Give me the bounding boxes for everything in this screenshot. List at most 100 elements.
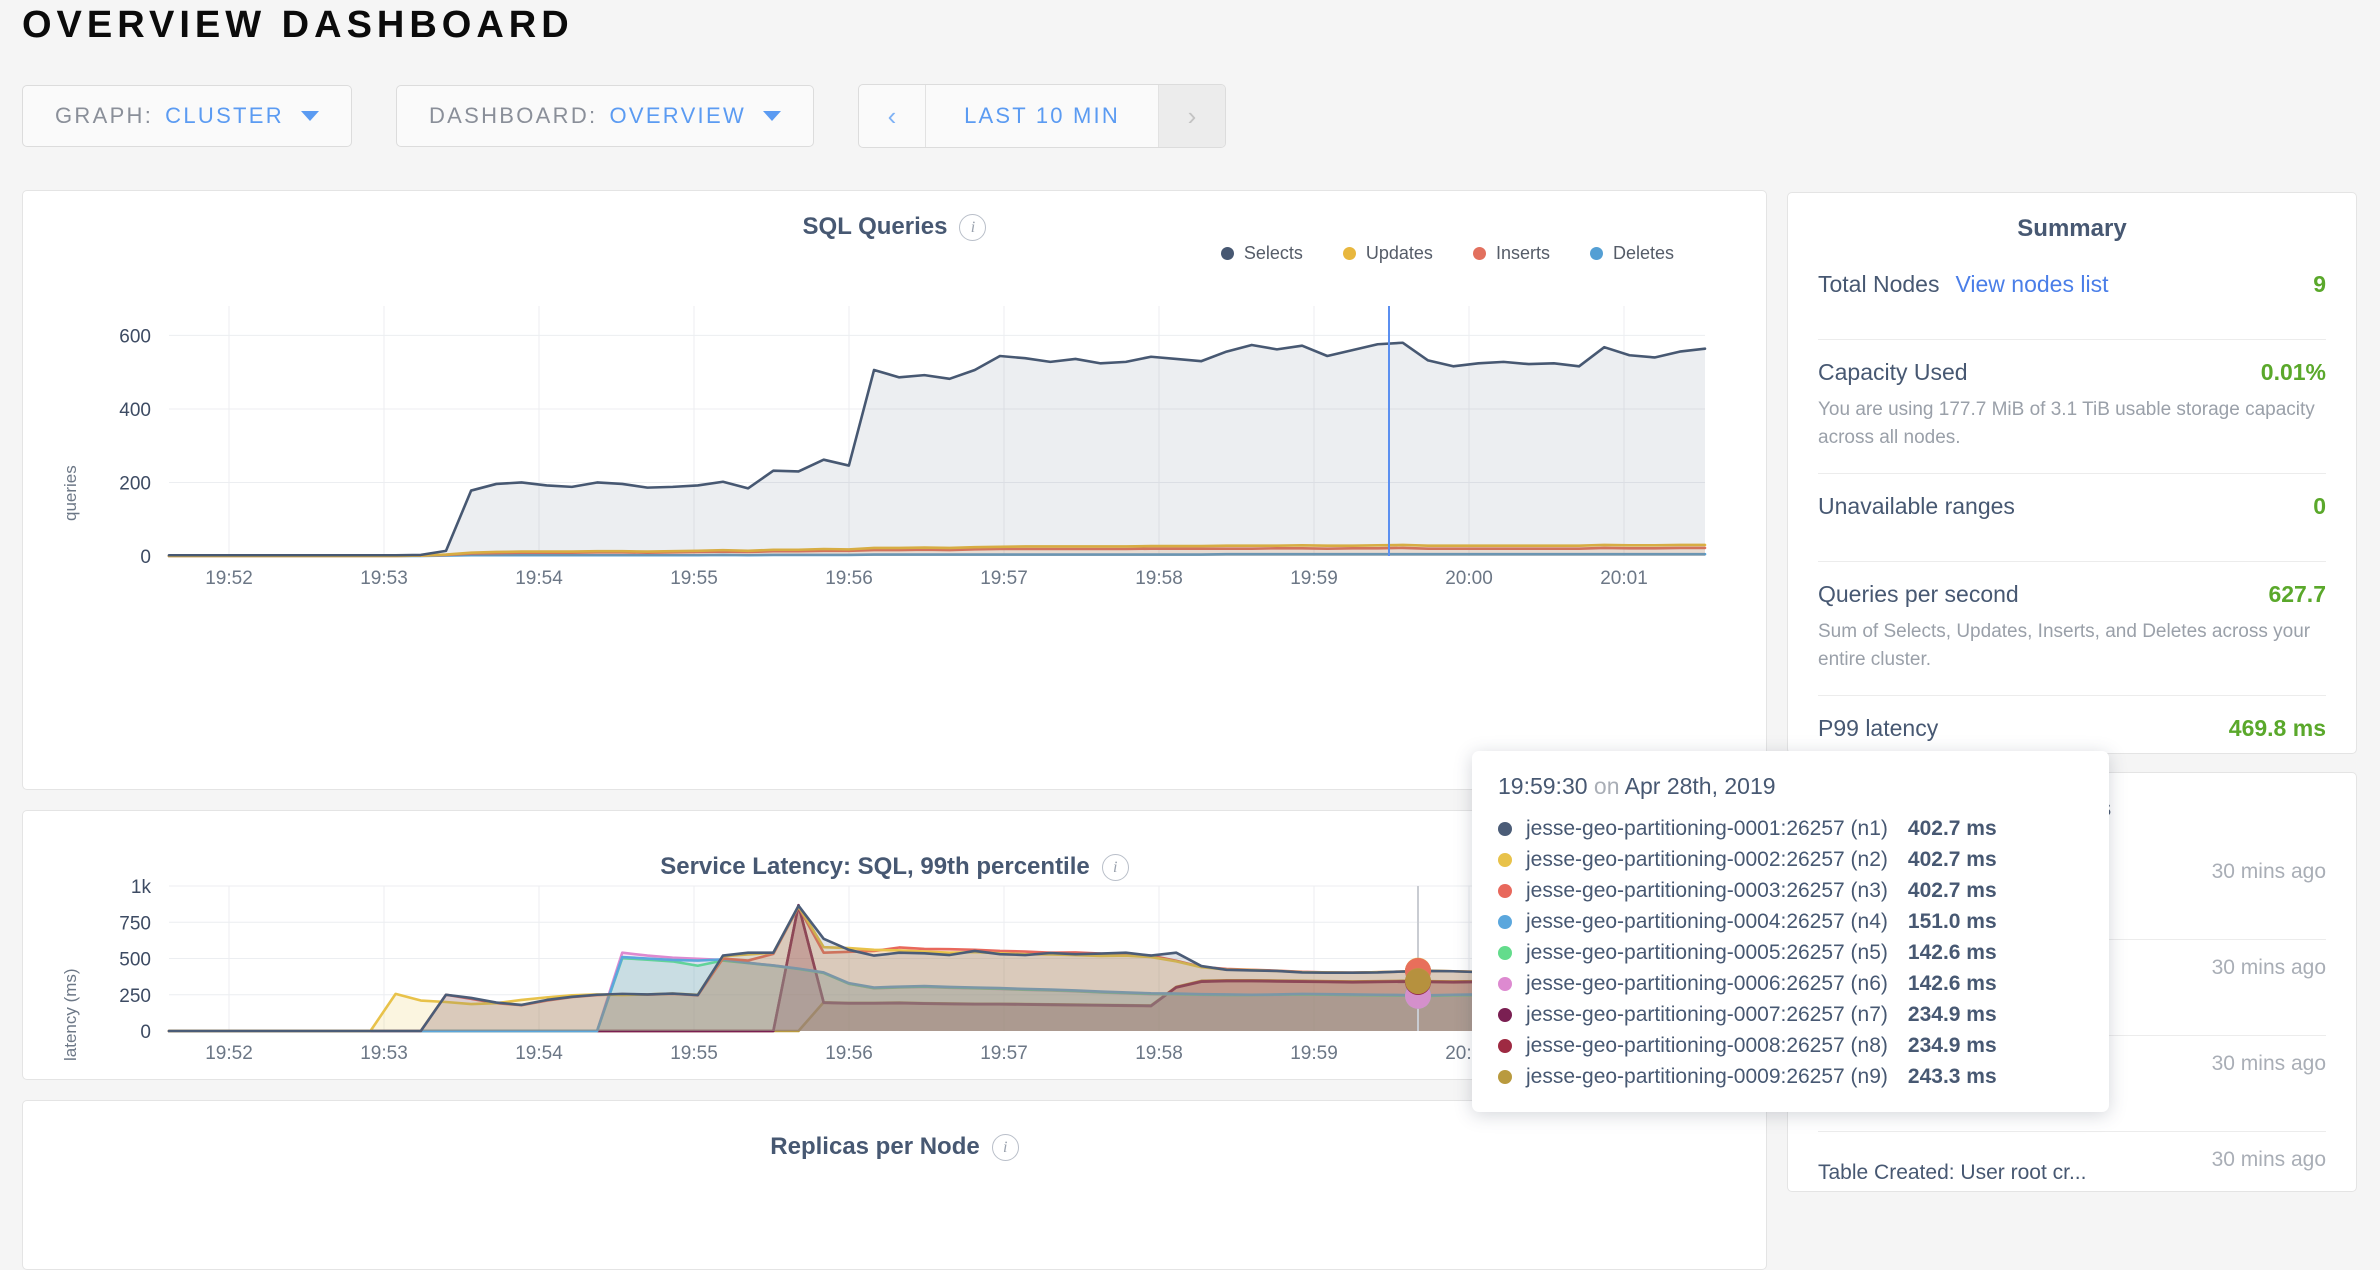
- tooltip-date: Apr 28th, 2019: [1624, 773, 1776, 799]
- summary-row-key: Capacity Used: [1818, 359, 1968, 385]
- x-axis-tick: 19:55: [670, 1043, 718, 1064]
- chart-hover-tooltip: 19:59:30 on Apr 28th, 2019 jesse-geo-par…: [1472, 751, 2109, 1112]
- summary-row-value: 469.8 ms: [2228, 715, 2326, 741]
- graph-selector-value: CLUSTER: [165, 103, 284, 128]
- chevron-down-icon: [763, 111, 782, 121]
- replicas-per-node-card: Replicas per Node i: [22, 1100, 1767, 1270]
- chevron-down-icon: [300, 111, 319, 121]
- graph-selector[interactable]: GRAPH: CLUSTER: [22, 85, 352, 147]
- sql-queries-title: SQL Queries i: [23, 213, 1766, 241]
- legend-dot-icon: [1472, 247, 1486, 260]
- y-axis-tick: 1k: [131, 877, 152, 898]
- summary-row-key: Queries per second: [1818, 581, 2019, 607]
- sql-queries-plot[interactable]: 19:52 19:53 19:54 19:55 19:56 19:57 19:58 19:59…: [23, 191, 1768, 789]
- series-line: [167, 341, 1707, 557]
- dashboard-selector[interactable]: DASHBOARD: OVERVIEW: [395, 85, 815, 147]
- tooltip-row: jesse-geo-partitioning-0002:26257 (n2) 40…: [1498, 844, 2083, 875]
- info-icon[interactable]: i: [991, 1134, 1019, 1161]
- chevron-left-icon[interactable]: ‹: [887, 100, 897, 131]
- series-dot-icon: [1498, 1007, 1512, 1022]
- event-timestamp: 30 mins ago: [2211, 1052, 2326, 1075]
- info-icon[interactable]: i: [1101, 854, 1129, 881]
- tooltip-series-value: 402.7 ms: [1907, 816, 1997, 840]
- page-title: OVERVIEW DASHBOARD: [22, 4, 574, 46]
- tooltip-series-value: 243.3 ms: [1907, 1064, 1997, 1088]
- summary-row: Unavailable ranges 0: [1818, 493, 2326, 520]
- summary-row-value: 9: [2313, 271, 2326, 297]
- tooltip-time: 19:59:30: [1498, 773, 1588, 799]
- series-dot-icon: [1498, 852, 1512, 867]
- divider: [1818, 561, 2326, 562]
- tooltip-row: jesse-geo-partitioning-0009:26257 (n9) 24…: [1498, 1061, 2083, 1092]
- summary-row-subtext: Sum of Selects, Updates, Inserts, and De…: [1818, 621, 2311, 670]
- divider: [1818, 473, 2326, 474]
- tooltip-series-value: 142.6 ms: [1907, 940, 1997, 964]
- tooltip-timestamp: 19:59:30 on Apr 28th, 2019: [1498, 773, 2083, 800]
- dashboard-selector-label: DASHBOARD:: [428, 103, 598, 128]
- x-axis-tick: 19:54: [515, 1043, 563, 1064]
- x-axis-tick: 19:59: [1290, 568, 1338, 589]
- x-axis-tick: 19:52: [205, 1043, 253, 1064]
- x-axis-tick: 19:53: [360, 1043, 408, 1064]
- x-axis-tick: 19:55: [670, 568, 718, 589]
- summary-card: Summary Total Nodes View nodes list 9 Capac…: [1787, 192, 2357, 754]
- series-area: [169, 952, 1705, 1031]
- legend-item-deletes[interactable]: Deletes: [1589, 243, 1674, 264]
- summary-row-key: P99 latency: [1818, 715, 1939, 741]
- legend-label: Inserts: [1495, 243, 1550, 263]
- latency-y-axis-label: latency (ms): [61, 968, 80, 1061]
- series-dot-icon: [1498, 883, 1512, 898]
- series-area: [169, 905, 1705, 1031]
- y-axis-tick: 400: [119, 400, 151, 421]
- legend-item-updates[interactable]: Updates: [1342, 243, 1433, 264]
- event-timestamp: 30 mins ago: [2211, 956, 2326, 979]
- tooltip-series-name: jesse-geo-partitioning-0008:26257 (n8): [1526, 1033, 1888, 1057]
- y-axis-tick: 0: [140, 547, 151, 568]
- divider: [1818, 339, 2326, 340]
- tooltip-series-name: jesse-geo-partitioning-0009:26257 (n9): [1526, 1064, 1888, 1088]
- legend-label: Selects: [1243, 243, 1303, 263]
- x-axis-tick: 19:58: [1135, 568, 1183, 589]
- sql-queries-title-text: SQL Queries: [802, 213, 948, 240]
- legend-item-selects[interactable]: Selects: [1220, 243, 1303, 264]
- series-dot-icon: [1498, 945, 1512, 960]
- info-icon[interactable]: i: [959, 214, 987, 241]
- tooltip-series-name: jesse-geo-partitioning-0003:26257 (n3): [1526, 878, 1888, 902]
- summary-row: Queries per second 627.7 Sum of Selects, U…: [1818, 581, 2326, 673]
- service-latency-plot[interactable]: 19:52 19:53 19:54 19:55 19:56 19:57 19:58 19:59…: [23, 811, 1768, 1079]
- legend-item-inserts[interactable]: Inserts: [1472, 243, 1550, 264]
- x-axis-tick: 19:54: [515, 568, 563, 589]
- time-range-value[interactable]: LAST 10 MIN: [925, 85, 1160, 147]
- series-area: [169, 958, 1705, 1031]
- legend-dot-icon: [1220, 247, 1234, 260]
- replicas-title: Replicas per Node i: [23, 1133, 1766, 1161]
- y-axis-tick: 500: [119, 950, 151, 971]
- tooltip-series-name: jesse-geo-partitioning-0005:26257 (n5): [1526, 940, 1888, 964]
- controls-bar: GRAPH: CLUSTER DASHBOARD: OVERVIEW ‹ LAS…: [22, 84, 1227, 148]
- series-area: [169, 957, 1705, 1031]
- y-axis-tick: 0: [140, 1022, 151, 1043]
- x-axis-tick: 19:59: [1290, 1043, 1338, 1064]
- summary-row-key: Total Nodes: [1818, 271, 1940, 297]
- legend-label: Deletes: [1612, 243, 1674, 263]
- series-dot-icon: [1498, 976, 1512, 991]
- series-area: [169, 342, 1705, 556]
- sql-queries-legend: Selects Updates Inserts Deletes: [1220, 243, 1674, 264]
- chevron-right-icon[interactable]: ›: [1159, 85, 1226, 147]
- legend-dot-icon: [1589, 247, 1603, 260]
- summary-row: P99 latency 469.8 ms: [1818, 715, 2326, 742]
- tooltip-series-name: jesse-geo-partitioning-0002:26257 (n2): [1526, 847, 1888, 871]
- event-row[interactable]: Table Created: User root cr... 30 mins ag…: [1818, 1137, 2326, 1225]
- hover-marker: [1405, 968, 1431, 995]
- sql-y-axis-label: queries: [61, 465, 80, 521]
- divider: [1818, 1131, 2326, 1132]
- tooltip-row: jesse-geo-partitioning-0003:26257 (n3) 40…: [1498, 875, 2083, 906]
- summary-row: Capacity Used 0.01% You are using 177.7 Mi…: [1818, 359, 2326, 451]
- summary-row-value: 0.01%: [2260, 359, 2326, 385]
- service-latency-title-text: Service Latency: SQL, 99th percentile: [660, 853, 1090, 880]
- view-nodes-list-link[interactable]: View nodes list: [1955, 271, 2109, 297]
- event-timestamp: 30 mins ago: [2211, 1148, 2326, 1171]
- summary-row-value: 0: [2313, 493, 2326, 519]
- time-range-selector: ‹ LAST 10 MIN ›: [858, 84, 1227, 148]
- x-axis-tick: 20:01: [1600, 568, 1648, 589]
